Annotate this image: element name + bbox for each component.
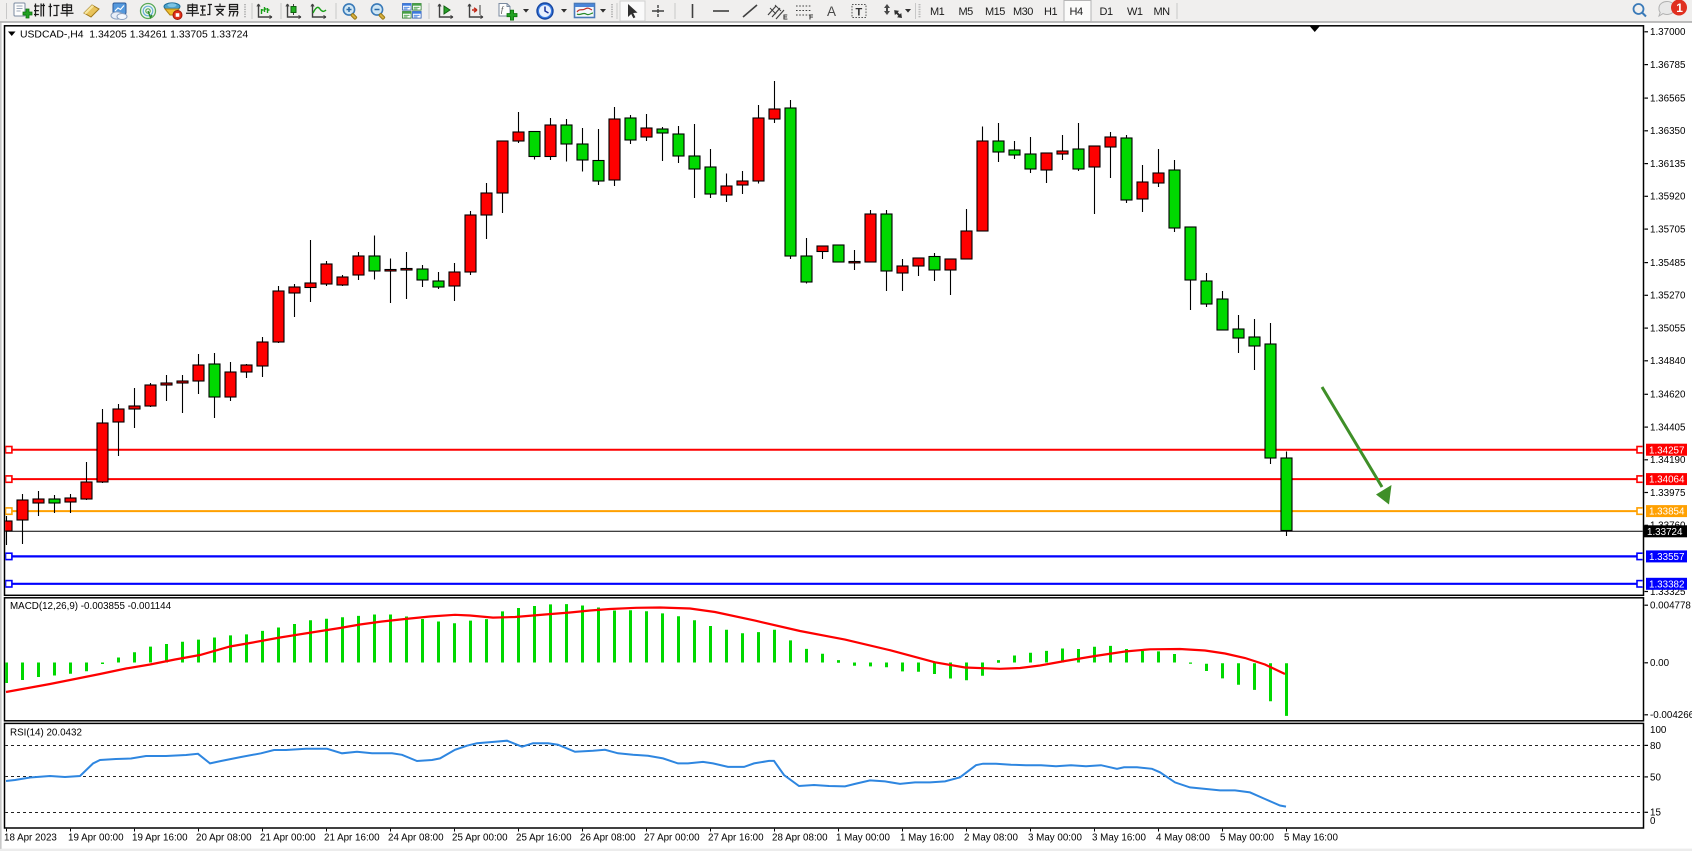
svg-text:1: 1 bbox=[1676, 1, 1683, 15]
svg-text:1.34405: 1.34405 bbox=[1650, 423, 1686, 434]
svg-text:1.33975: 1.33975 bbox=[1650, 488, 1686, 499]
svg-text:1 May 00:00: 1 May 00:00 bbox=[836, 833, 890, 844]
svg-text:D1: D1 bbox=[1100, 6, 1113, 18]
svg-text:18 Apr 2023: 18 Apr 2023 bbox=[4, 833, 57, 844]
svg-text:-0.004266: -0.004266 bbox=[1650, 710, 1692, 721]
svg-text:3 May 16:00: 3 May 16:00 bbox=[1092, 833, 1146, 844]
svg-text:1.37000: 1.37000 bbox=[1650, 27, 1686, 38]
svg-text:T: T bbox=[856, 7, 863, 19]
svg-text:1.36350: 1.36350 bbox=[1650, 126, 1686, 137]
svg-text:M5: M5 bbox=[959, 6, 974, 18]
svg-text:1.33382: 1.33382 bbox=[1649, 579, 1684, 590]
svg-text:1.36565: 1.36565 bbox=[1650, 94, 1686, 105]
svg-text:27 Apr 00:00: 27 Apr 00:00 bbox=[644, 833, 700, 844]
svg-text:15: 15 bbox=[1650, 808, 1661, 819]
svg-text:21 Apr 16:00: 21 Apr 16:00 bbox=[324, 833, 380, 844]
svg-text:28 Apr 08:00: 28 Apr 08:00 bbox=[772, 833, 828, 844]
svg-text:M1: M1 bbox=[930, 6, 945, 18]
svg-text:19 Apr 16:00: 19 Apr 16:00 bbox=[132, 833, 188, 844]
svg-text:1.33325: 1.33325 bbox=[1650, 587, 1686, 598]
svg-text:H4: H4 bbox=[1070, 6, 1083, 18]
svg-text:1.36785: 1.36785 bbox=[1650, 60, 1686, 71]
svg-text:MACD(12,26,9) -0.003855 -0.001: MACD(12,26,9) -0.003855 -0.001144 bbox=[10, 601, 172, 612]
svg-text:USDCAD-,H4 1.34205 1.34261 1.: USDCAD-,H4 1.34205 1.34261 1.33705 1.337… bbox=[20, 29, 248, 40]
svg-text:1.34190: 1.34190 bbox=[1650, 455, 1686, 466]
svg-text:1.35705: 1.35705 bbox=[1650, 225, 1686, 236]
svg-text:5 May 00:00: 5 May 00:00 bbox=[1220, 833, 1274, 844]
svg-text:1.35920: 1.35920 bbox=[1650, 192, 1686, 203]
svg-text:F: F bbox=[809, 15, 814, 22]
svg-text:100: 100 bbox=[1650, 725, 1667, 736]
svg-text:1.34620: 1.34620 bbox=[1650, 390, 1686, 401]
svg-text:0.00: 0.00 bbox=[1650, 658, 1670, 669]
svg-text:25 Apr 16:00: 25 Apr 16:00 bbox=[516, 833, 572, 844]
svg-text:M15: M15 bbox=[985, 6, 1005, 18]
svg-text:1.34064: 1.34064 bbox=[1649, 475, 1685, 486]
svg-text:21 Apr 00:00: 21 Apr 00:00 bbox=[260, 833, 316, 844]
svg-text:1.34257: 1.34257 bbox=[1649, 445, 1684, 456]
svg-text:W1: W1 bbox=[1127, 6, 1143, 18]
svg-text:MN: MN bbox=[1154, 6, 1171, 18]
svg-text:20 Apr 08:00: 20 Apr 08:00 bbox=[196, 833, 252, 844]
svg-text:1.35055: 1.35055 bbox=[1650, 324, 1686, 335]
svg-text:1.36135: 1.36135 bbox=[1650, 159, 1686, 170]
svg-text:1.35485: 1.35485 bbox=[1650, 258, 1686, 269]
svg-text:1.33854: 1.33854 bbox=[1649, 507, 1685, 518]
svg-text:1 May 16:00: 1 May 16:00 bbox=[900, 833, 954, 844]
svg-text:80: 80 bbox=[1650, 741, 1661, 752]
svg-text:0: 0 bbox=[1650, 816, 1656, 827]
svg-text:24 Apr 08:00: 24 Apr 08:00 bbox=[388, 833, 444, 844]
svg-text:1.33557: 1.33557 bbox=[1649, 552, 1684, 563]
svg-text:19 Apr 00:00: 19 Apr 00:00 bbox=[68, 833, 124, 844]
svg-text:26 Apr 08:00: 26 Apr 08:00 bbox=[580, 833, 636, 844]
svg-text:RSI(14) 20.0432: RSI(14) 20.0432 bbox=[10, 728, 82, 739]
svg-text:25 Apr 00:00: 25 Apr 00:00 bbox=[452, 833, 508, 844]
svg-text:1.35270: 1.35270 bbox=[1650, 291, 1686, 302]
svg-text:4 May 08:00: 4 May 08:00 bbox=[1156, 833, 1210, 844]
svg-text:A: A bbox=[827, 4, 836, 19]
svg-text:H1: H1 bbox=[1044, 6, 1057, 18]
svg-text:2 May 08:00: 2 May 08:00 bbox=[964, 833, 1018, 844]
svg-text:E: E bbox=[783, 15, 788, 22]
svg-text:1.34840: 1.34840 bbox=[1650, 356, 1686, 367]
svg-text:1.33724: 1.33724 bbox=[1647, 527, 1683, 538]
svg-text:0.004778: 0.004778 bbox=[1650, 601, 1691, 612]
svg-text:3 May 00:00: 3 May 00:00 bbox=[1028, 833, 1082, 844]
svg-text:50: 50 bbox=[1650, 772, 1661, 783]
svg-text:27 Apr 16:00: 27 Apr 16:00 bbox=[708, 833, 764, 844]
svg-text:M30: M30 bbox=[1013, 6, 1033, 18]
svg-text:5 May 16:00: 5 May 16:00 bbox=[1284, 833, 1338, 844]
svg-text:f: f bbox=[501, 5, 505, 14]
